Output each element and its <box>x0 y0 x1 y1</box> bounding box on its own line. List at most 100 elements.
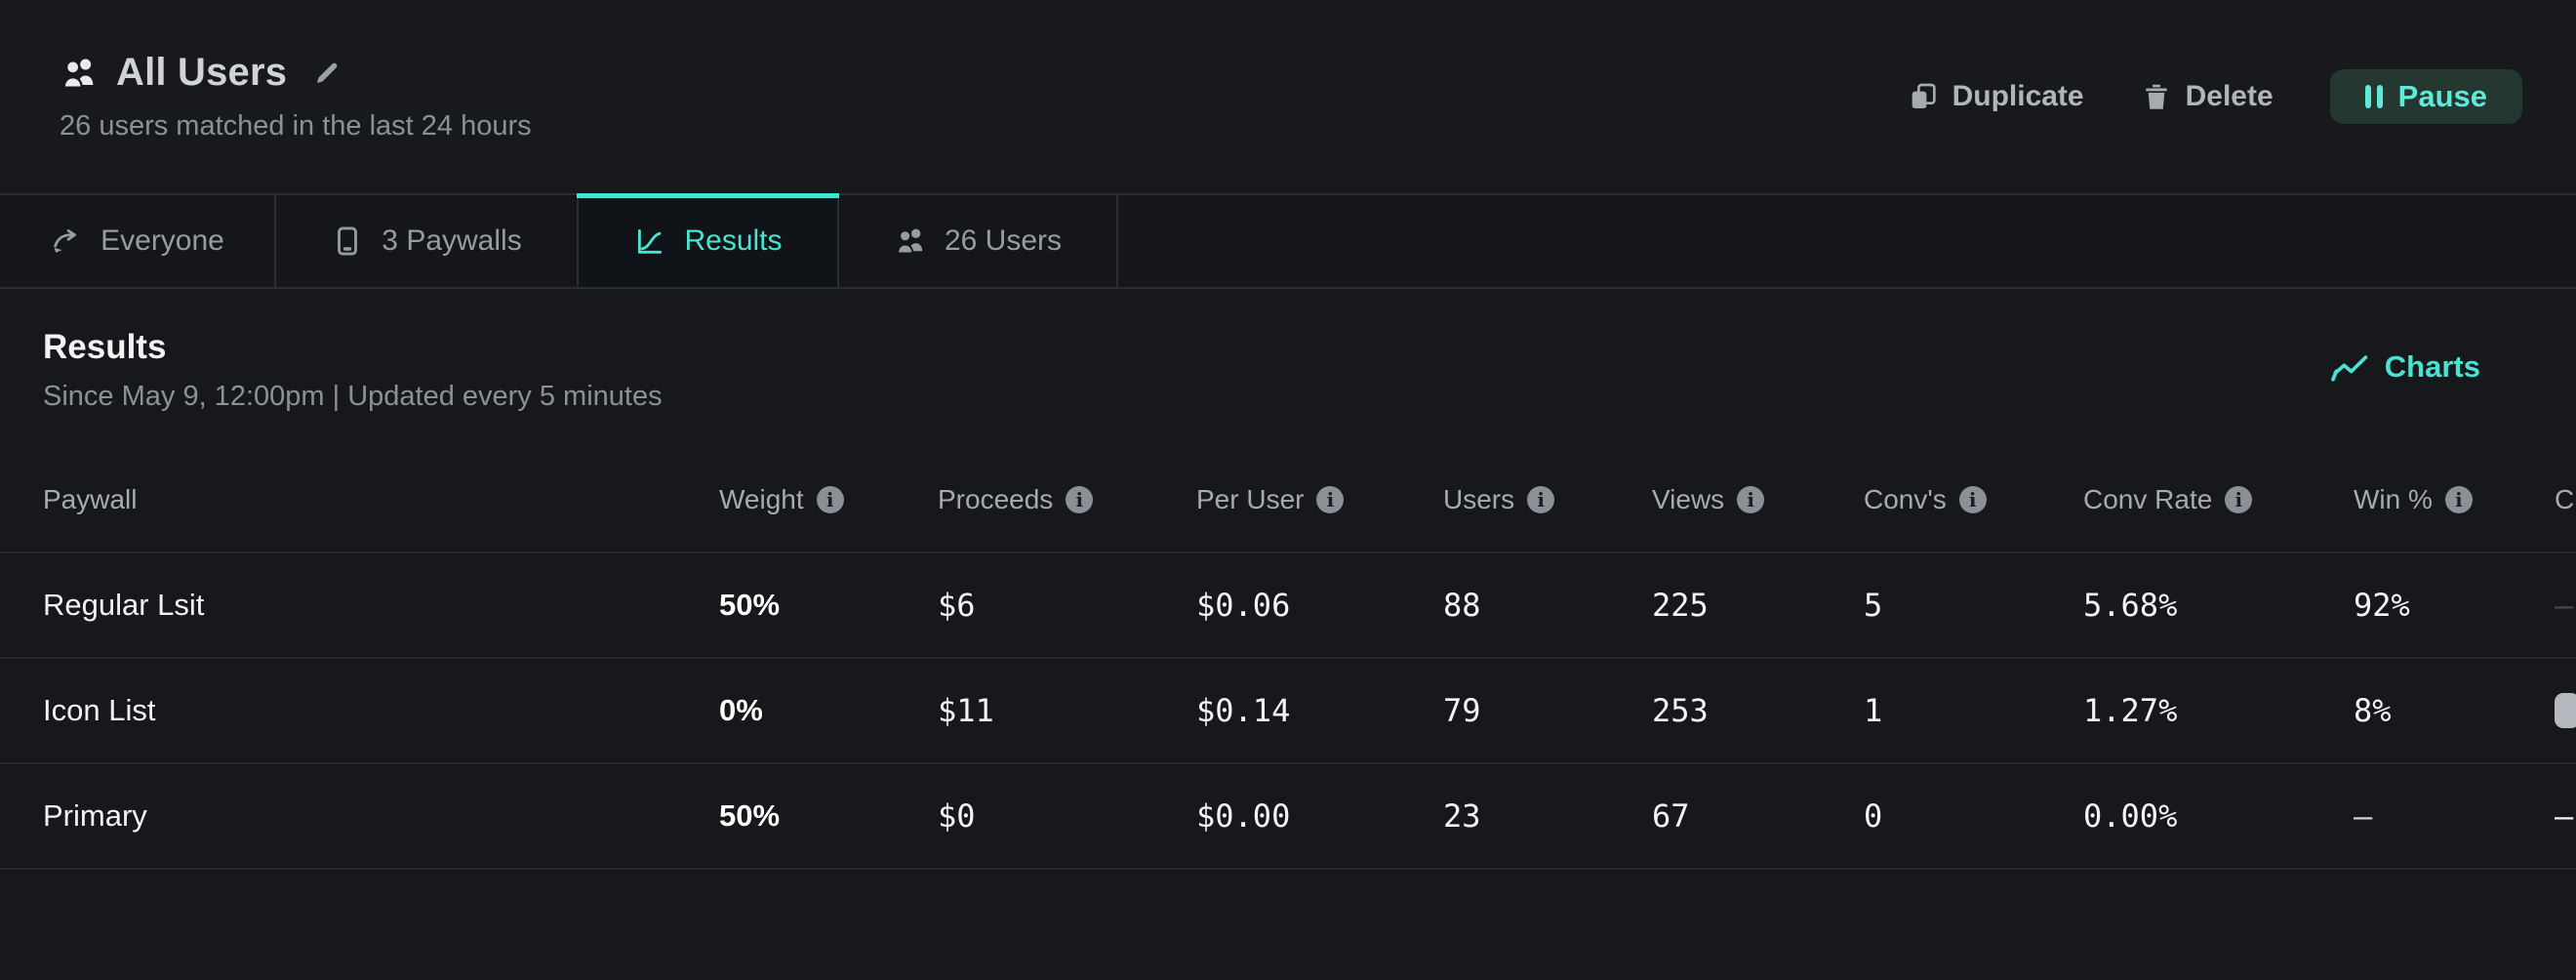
phone-icon <box>338 226 358 256</box>
table-header-row: Paywall Weight i Proceeds i Per User i U… <box>0 448 2576 553</box>
column-header-clipped: C <box>2555 484 2576 515</box>
duplicate-icon <box>1912 83 1936 108</box>
info-icon[interactable]: i <box>1737 486 1765 513</box>
tab-results-label: Results <box>684 225 783 257</box>
views-cell: 67 <box>1652 797 1690 835</box>
delete-label: Delete <box>2185 80 2274 112</box>
views-cell: 225 <box>1652 587 1709 624</box>
tab-results[interactable]: Results <box>577 193 839 287</box>
charts-button[interactable]: Charts <box>2330 349 2480 385</box>
convs-cell: 0 <box>1864 797 1883 835</box>
charts-label: Charts <box>2384 349 2480 384</box>
column-label: Weight <box>719 484 804 514</box>
per-user-cell: $0.00 <box>1196 797 1291 835</box>
results-title: Results <box>43 328 167 366</box>
edit-pencil-icon[interactable] <box>312 59 342 88</box>
confidence-cell: – <box>2555 797 2574 835</box>
tab-paywalls-label: 3 Paywalls <box>382 225 522 257</box>
users-icon <box>896 228 923 255</box>
column-header-win: Win % i <box>2354 484 2555 515</box>
info-icon[interactable]: i <box>1527 486 1555 513</box>
column-header-convs: Conv's i <box>1864 484 2083 515</box>
column-label: Win % <box>2354 484 2433 514</box>
info-icon[interactable]: i <box>1958 486 1987 513</box>
weight-cell: 50% <box>719 588 781 622</box>
views-cell: 253 <box>1652 692 1709 729</box>
confidence-cell: – <box>2555 587 2574 624</box>
results-chart-icon <box>638 228 663 254</box>
column-label: Users <box>1443 484 1515 514</box>
proceeds-cell: $0 <box>938 797 976 835</box>
column-header-proceeds: Proceeds i <box>938 484 1196 515</box>
info-icon[interactable]: i <box>1066 486 1094 513</box>
weight-cell: 50% <box>719 798 781 833</box>
conv-rate-cell: 1.27% <box>2083 692 2178 729</box>
column-label: Proceeds <box>938 484 1054 514</box>
pause-button[interactable]: Pause <box>2329 69 2522 124</box>
table-row: Regular Lsit 50% $6 $0.06 88 225 5 5.68%… <box>0 553 2576 659</box>
users-cell: 23 <box>1443 797 1481 835</box>
page-header: All Users 26 users matched in the last 2… <box>0 0 2576 193</box>
column-header-views: Views i <box>1652 484 1864 515</box>
delete-button[interactable]: Delete <box>2141 80 2274 113</box>
confidence-badge-fragment <box>2555 693 2576 728</box>
pause-icon <box>2364 85 2383 108</box>
column-header-users: Users i <box>1443 484 1652 515</box>
users-cell: 88 <box>1443 587 1481 624</box>
matched-users-subtitle: 26 users matched in the last 24 hours <box>60 110 532 142</box>
paywall-name-cell: Primary <box>43 798 147 833</box>
tab-users[interactable]: 26 Users <box>839 195 1118 287</box>
proceeds-cell: $11 <box>938 692 994 729</box>
column-label: Per User <box>1196 484 1305 514</box>
results-section-header: Results Since May 9, 12:00pm | Updated e… <box>0 289 2576 413</box>
info-icon[interactable]: i <box>2225 486 2253 513</box>
info-icon[interactable]: i <box>1316 486 1345 513</box>
confidence-cell <box>2555 693 2576 728</box>
tab-everyone[interactable]: Everyone <box>0 195 276 287</box>
per-user-cell: $0.06 <box>1196 587 1291 624</box>
header-title-block: All Users 26 users matched in the last 2… <box>60 51 532 143</box>
tab-paywalls[interactable]: 3 Paywalls <box>276 195 579 287</box>
convs-cell: 1 <box>1864 692 1883 729</box>
column-header-per-user: Per User i <box>1196 484 1443 515</box>
tab-users-label: 26 Users <box>944 225 1063 257</box>
users-icon <box>62 59 94 89</box>
info-icon[interactable]: i <box>2444 486 2473 513</box>
pause-label: Pause <box>2397 79 2487 113</box>
weight-cell: 0% <box>719 693 763 727</box>
column-label: Conv Rate <box>2083 484 2213 514</box>
column-label: Conv's <box>1864 484 1947 514</box>
table-row: Icon List 0% $11 $0.14 79 253 1 1.27% 8% <box>0 659 2576 764</box>
per-user-cell: $0.14 <box>1196 692 1291 729</box>
paywall-name-cell: Regular Lsit <box>43 588 205 622</box>
win-cell: 92% <box>2354 587 2410 624</box>
column-header-paywall: Paywall <box>43 484 719 515</box>
tab-everyone-label: Everyone <box>101 225 224 257</box>
results-table: Paywall Weight i Proceeds i Per User i U… <box>0 448 2576 870</box>
audience-filter-icon <box>54 228 77 253</box>
win-cell: 8% <box>2354 692 2392 729</box>
users-cell: 79 <box>1443 692 1481 729</box>
results-title-block: Results Since May 9, 12:00pm | Updated e… <box>43 328 663 413</box>
tab-bar: Everyone 3 Paywalls Results 26 Users <box>0 193 2576 289</box>
results-subtitle: Since May 9, 12:00pm | Updated every 5 m… <box>43 381 663 412</box>
column-label: Views <box>1652 484 1725 514</box>
paywall-name-cell: Icon List <box>43 693 156 727</box>
column-header-weight: Weight i <box>719 484 938 515</box>
header-actions: Duplicate Delete Pause <box>1908 69 2522 124</box>
table-row: Primary 50% $0 $0.00 23 67 0 0.00% – – <box>0 764 2576 870</box>
column-label: C <box>2555 484 2575 514</box>
conv-rate-cell: 0.00% <box>2083 797 2178 835</box>
conv-rate-cell: 5.68% <box>2083 587 2178 624</box>
charts-zigzag-icon <box>2330 355 2368 382</box>
duplicate-label: Duplicate <box>1952 80 2084 112</box>
trash-icon <box>2145 84 2167 109</box>
convs-cell: 5 <box>1864 587 1883 624</box>
info-icon[interactable]: i <box>816 486 844 513</box>
win-cell: – <box>2354 797 2373 835</box>
column-label: Paywall <box>43 484 138 514</box>
proceeds-cell: $6 <box>938 587 976 624</box>
duplicate-button[interactable]: Duplicate <box>1908 80 2084 113</box>
page-title: All Users <box>116 51 288 94</box>
